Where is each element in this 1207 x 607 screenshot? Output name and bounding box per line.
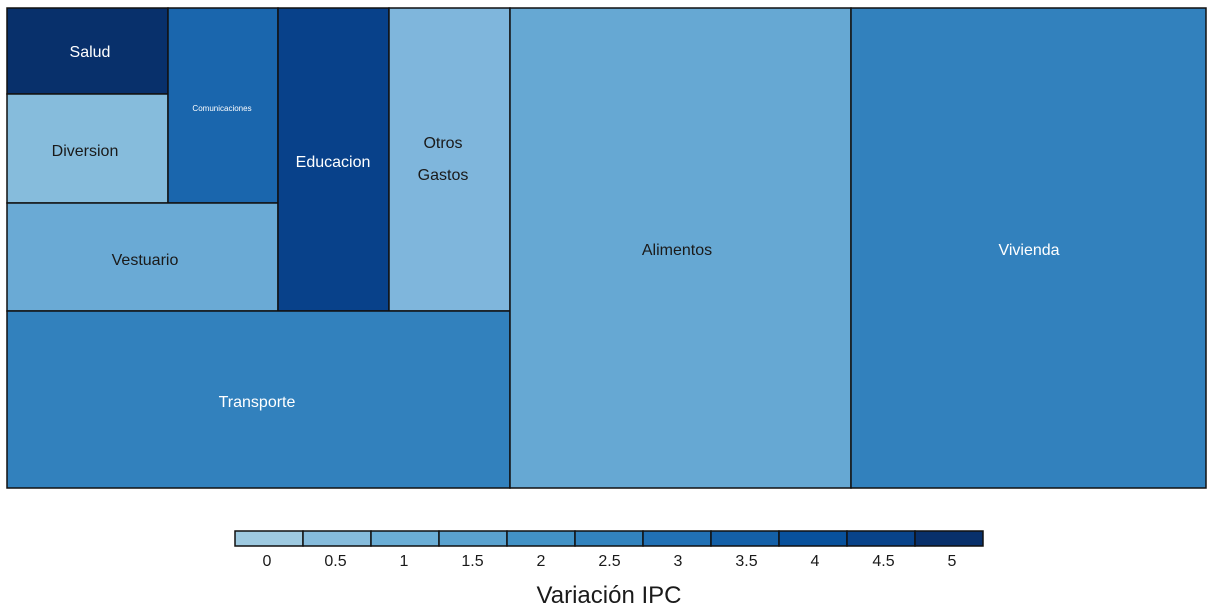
tile-label-otros-gastos: Otros Gastos bbox=[418, 135, 469, 184]
tile-label-salud: Salud bbox=[70, 44, 111, 61]
tile-transporte bbox=[6, 310, 511, 489]
legend-swatch bbox=[710, 530, 780, 547]
tile-alimentos bbox=[509, 7, 852, 489]
legend-swatch bbox=[302, 530, 372, 547]
tile-comunicaciones bbox=[167, 7, 279, 204]
legend-tick-label: 3.5 bbox=[735, 553, 757, 570]
legend-swatch bbox=[642, 530, 712, 547]
legend-tick-label: 4.5 bbox=[872, 553, 894, 570]
tile-diversion bbox=[6, 93, 169, 204]
treemap-tiles: Salud Diversion Comunicaciones Vestuario Edu… bbox=[6, 7, 1207, 489]
legend-tick-label: 1 bbox=[400, 553, 409, 570]
legend-swatch bbox=[438, 530, 508, 547]
legend-swatch bbox=[778, 530, 848, 547]
tile-salud bbox=[6, 7, 169, 95]
tile-label-alimentos: Alimentos bbox=[642, 242, 712, 259]
legend-tick-label: 0.5 bbox=[324, 553, 346, 570]
legend-swatch bbox=[846, 530, 916, 547]
tile-otros-gastos bbox=[388, 7, 511, 312]
tile-label-transporte: Transporte bbox=[219, 394, 296, 411]
legend-swatch bbox=[234, 530, 304, 547]
legend-swatch bbox=[370, 530, 440, 547]
legend-tick-label: 3 bbox=[674, 553, 683, 570]
tile-label-educacion: Educacion bbox=[296, 154, 371, 171]
legend-ticks: 0 0.5 1 1.5 2 2.5 3 3.5 4 4.5 5 bbox=[263, 553, 957, 570]
tile-label-vivienda: Vivienda bbox=[998, 242, 1059, 259]
legend-tick-label: 2 bbox=[537, 553, 546, 570]
tile-label-diversion: Diversion bbox=[52, 143, 119, 160]
tile-label-comunicaciones: Comunicaciones bbox=[192, 104, 251, 113]
legend-title: Variación IPC bbox=[537, 582, 682, 607]
legend-tick-label: 0 bbox=[263, 553, 272, 570]
legend-swatch bbox=[506, 530, 576, 547]
legend: 0 0.5 1 1.5 2 2.5 3 3.5 4 4.5 5 Variación IPC bbox=[234, 530, 984, 607]
legend-swatch bbox=[574, 530, 644, 547]
legend-tick-label: 2.5 bbox=[598, 553, 620, 570]
legend-tick-label: 1.5 bbox=[461, 553, 483, 570]
tile-vestuario bbox=[6, 202, 279, 312]
legend-swatch bbox=[914, 530, 984, 547]
tile-label-vestuario: Vestuario bbox=[112, 252, 179, 269]
tile-vivienda bbox=[850, 7, 1207, 489]
legend-swatches bbox=[234, 530, 984, 547]
legend-tick-label: 5 bbox=[948, 553, 957, 570]
legend-tick-label: 4 bbox=[811, 553, 820, 570]
tile-educacion bbox=[277, 7, 390, 312]
